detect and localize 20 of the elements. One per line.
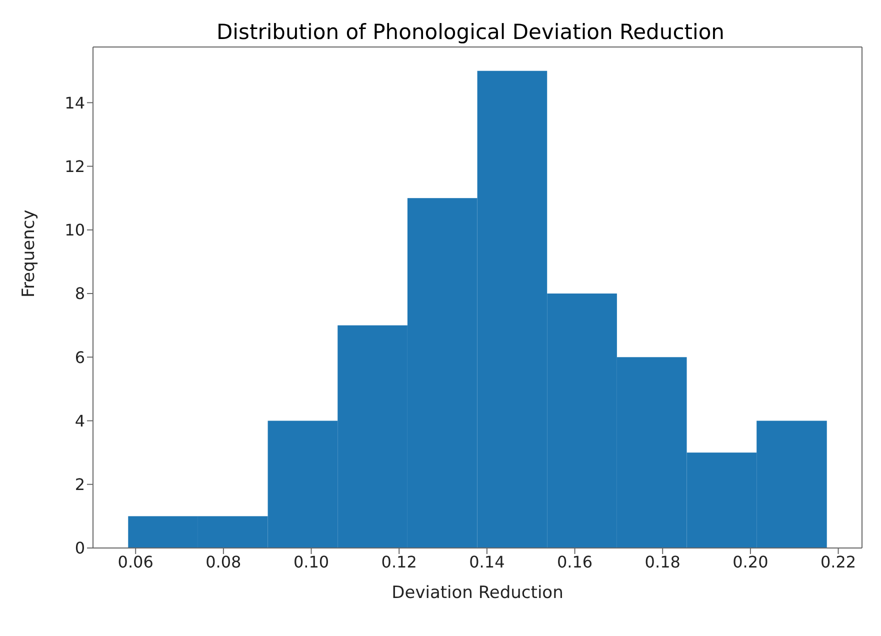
x-tick-label: 0.22 <box>820 552 856 572</box>
y-tick-label: 0 <box>74 538 85 558</box>
x-tick-label: 0.16 <box>556 552 593 572</box>
x-tick-label: 0.18 <box>644 552 680 572</box>
y-axis-title: Frequency <box>19 210 40 298</box>
y-tick-label: 14 <box>64 93 85 112</box>
x-axis-title: Deviation Reduction <box>392 583 564 603</box>
x-tick-label: 0.14 <box>469 552 505 572</box>
y-tick-label: 10 <box>64 220 85 240</box>
y-tick-label: 8 <box>74 284 85 304</box>
x-tick-label: 0.20 <box>732 552 768 572</box>
y-tick-label: 12 <box>64 156 85 176</box>
chart-title: Distribution of Phonological Deviation Reduction <box>216 20 726 44</box>
x-tick-label: 0.06 <box>118 552 154 572</box>
x-tick-label: 0.12 <box>381 552 417 572</box>
y-tick-label: 6 <box>74 348 85 367</box>
y-tick-label: 2 <box>74 475 85 494</box>
y-tick-label: 4 <box>74 411 85 430</box>
x-tick-label: 0.10 <box>293 552 330 572</box>
x-tick-label: 0.08 <box>206 552 242 572</box>
